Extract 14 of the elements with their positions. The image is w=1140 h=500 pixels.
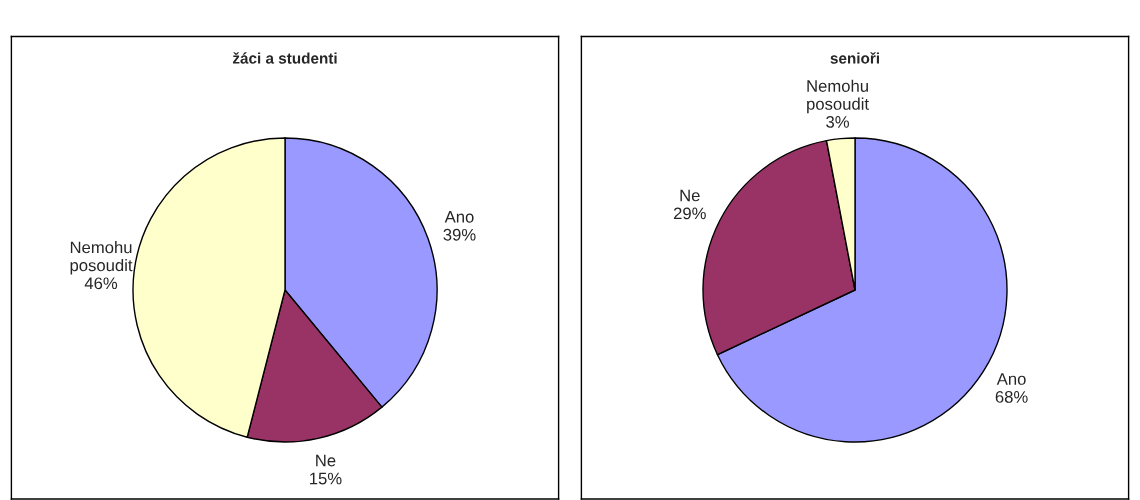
chart-title: žáci a studenti <box>232 52 337 64</box>
slice-label: Ano <box>444 211 474 223</box>
data-label: 3% <box>826 116 849 128</box>
slice-label: Nemohu posoudit <box>807 79 869 114</box>
data-label: 15% <box>310 472 342 485</box>
data-label: 68% <box>995 391 1028 403</box>
slice-label: Nemohu posoudit <box>70 241 133 275</box>
data-label: 29% <box>673 207 706 220</box>
data-label: 46% <box>84 277 118 290</box>
slice-label: Ne <box>316 454 336 467</box>
slice-label: Ne <box>680 189 700 202</box>
slice-label: Ano <box>996 373 1026 385</box>
chart-title: senioři <box>830 52 879 64</box>
data-label: 39% <box>443 228 476 241</box>
